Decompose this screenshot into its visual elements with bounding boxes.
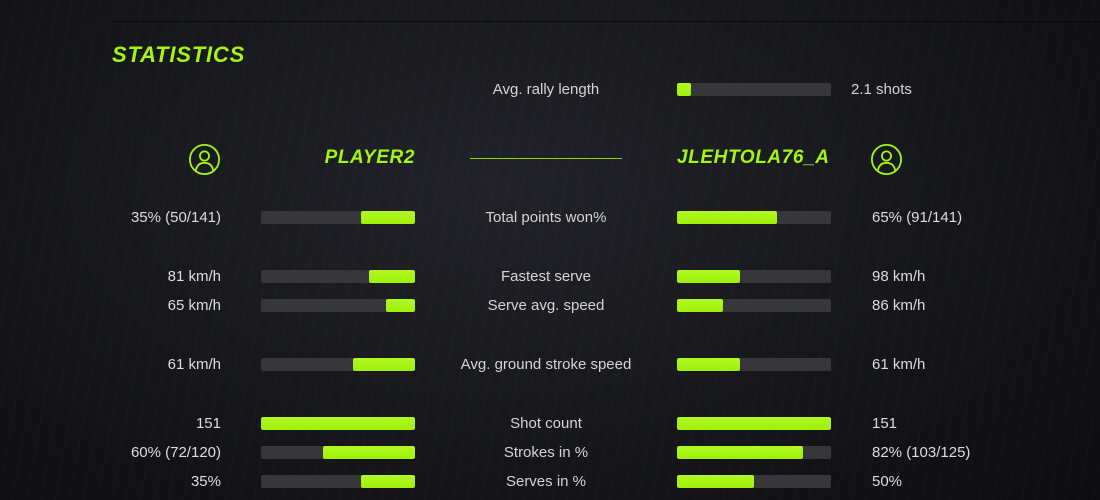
avg-rally-label: Avg. rally length: [492, 81, 600, 98]
players-divider: [470, 158, 622, 159]
right-value: 151: [872, 415, 898, 432]
left-bar-fill: [353, 358, 415, 371]
player-left-name: PLAYER2: [324, 147, 415, 168]
left-value: 35%: [190, 473, 221, 490]
right-bar: [677, 211, 831, 224]
left-bar: [261, 358, 415, 371]
right-value: 98 km/h: [872, 268, 926, 285]
stats-table: 35% (50/141) Total points won% 65% (91/141…: [0, 203, 1100, 496]
person-icon: [188, 143, 221, 176]
stat-row-shot-count: 151 Shot count 151: [0, 409, 1100, 438]
right-bar-fill: [677, 299, 724, 312]
right-bar: [677, 446, 831, 459]
left-value: 81 km/h: [167, 268, 221, 285]
right-bar: [677, 358, 831, 371]
left-bar-fill: [368, 270, 415, 283]
right-bar-fill: [677, 475, 754, 488]
right-value: 65% (91/141): [872, 209, 963, 226]
avg-rally-bar-fill: [677, 83, 691, 96]
stat-row-total-points-won: 35% (50/141) Total points won% 65% (91/141…: [0, 203, 1100, 232]
avg-rally-row: Avg. rally length 2.1 shots: [0, 75, 1100, 104]
left-bar-fill: [361, 211, 415, 224]
stat-label: Serve avg. speed: [487, 297, 605, 314]
players-header: PLAYER2 JLEHTOLA76_A: [0, 135, 1100, 183]
right-bar-fill: [677, 446, 804, 459]
stat-label: Total points won%: [485, 209, 607, 226]
stat-label: Strokes in %: [503, 444, 589, 461]
stat-label: Serves in %: [505, 473, 587, 490]
avg-rally-value: 2.1 shots: [851, 81, 912, 98]
left-value: 61 km/h: [167, 356, 221, 373]
stat-row-fastest-serve: 81 km/h Fastest serve 98 km/h: [0, 262, 1100, 291]
left-value: 60% (72/120): [130, 444, 221, 461]
left-value: 65 km/h: [167, 297, 221, 314]
right-value: 86 km/h: [872, 297, 926, 314]
left-value: 151: [195, 415, 221, 432]
left-bar: [261, 211, 415, 224]
stat-label: Shot count: [510, 415, 582, 432]
right-value: 82% (103/125): [872, 444, 971, 461]
left-bar-fill: [361, 475, 415, 488]
stat-row-serves-in: 35% Serves in % 50%: [0, 467, 1100, 496]
avg-rally-bar: [677, 83, 831, 96]
left-bar: [261, 475, 415, 488]
left-bar-fill: [322, 446, 415, 459]
stat-row-strokes-in: 60% (72/120) Strokes in % 82% (103/125): [0, 438, 1100, 467]
top-divider: [110, 21, 1100, 22]
right-bar: [677, 475, 831, 488]
right-bar-fill: [677, 417, 831, 430]
left-bar: [261, 270, 415, 283]
left-bar-fill: [261, 417, 415, 430]
right-bar-fill: [677, 358, 741, 371]
right-bar-fill: [677, 270, 741, 283]
right-bar: [677, 299, 831, 312]
right-bar: [677, 270, 831, 283]
right-value: 50%: [872, 473, 903, 490]
left-bar: [261, 417, 415, 430]
stat-row-avg-ground-stroke-speed: 61 km/h Avg. ground stroke speed 61 km/h: [0, 350, 1100, 379]
left-value: 35% (50/141): [130, 209, 221, 226]
right-bar: [677, 417, 831, 430]
left-bar: [261, 446, 415, 459]
left-bar: [261, 299, 415, 312]
player-right-name: JLEHTOLA76_A: [677, 147, 830, 168]
stat-row-serve-avg-speed: 65 km/h Serve avg. speed 86 km/h: [0, 291, 1100, 320]
right-value: 61 km/h: [872, 356, 926, 373]
stat-label: Fastest serve: [500, 268, 592, 285]
page-title: STATISTICS: [112, 42, 246, 67]
left-bar-fill: [385, 299, 415, 312]
person-icon: [870, 143, 903, 176]
right-bar-fill: [677, 211, 778, 224]
stat-label: Avg. ground stroke speed: [460, 356, 632, 373]
